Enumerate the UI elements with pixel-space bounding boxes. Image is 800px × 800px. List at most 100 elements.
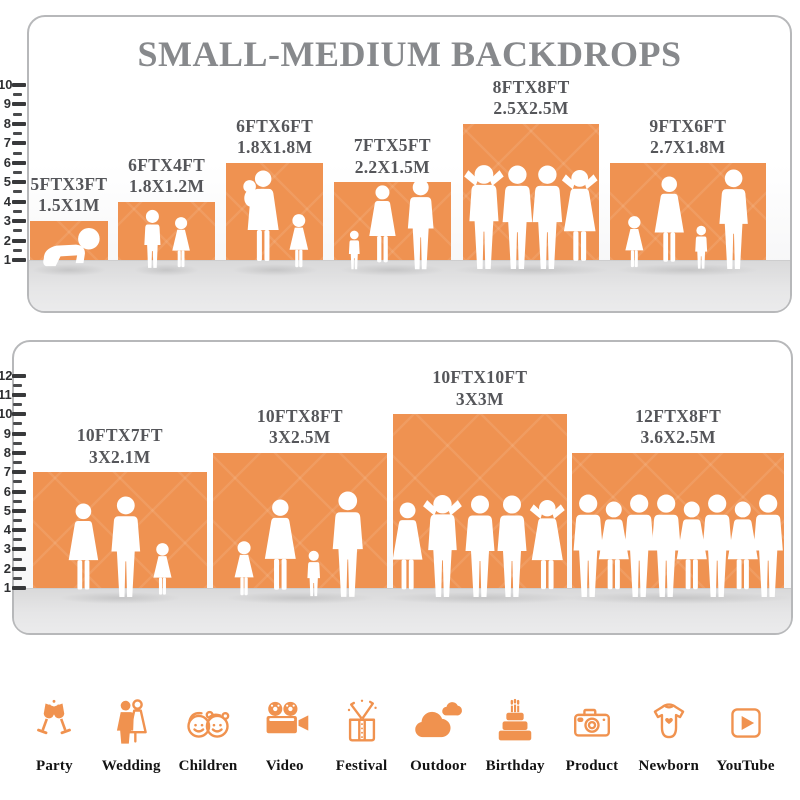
bar-size-label: 6FTX6FT 1.8X1.8M — [236, 115, 314, 158]
bars-container-bottom: 10FTX7FT 3X2.1M 10FTX8FT 3X2.5M 10FTX10FT 3X3… — [14, 342, 795, 633]
ruler-number: 2 — [3, 560, 11, 576]
bar-size-label: 7FTX5FT 2.2X1.5M — [353, 135, 431, 177]
ruler-tick — [12, 121, 26, 126]
category-label: Festival — [335, 758, 388, 774]
category-label: Birthday — [485, 758, 545, 774]
girl-silhouette — [286, 213, 312, 271]
ruler-number: 11 — [0, 387, 12, 402]
man-silhouette — [748, 494, 788, 599]
woman-silhouette — [261, 499, 300, 599]
category-product: Product — [554, 697, 631, 775]
woman-silhouette — [366, 185, 399, 271]
figures-shadow — [562, 592, 795, 604]
category-label: Newborn — [638, 758, 700, 774]
wedding-icon — [105, 697, 157, 749]
bar-size-label: 6FTX4FT 1.8X1.2M — [128, 154, 206, 196]
ruler-tick — [12, 160, 26, 165]
ruler-tick — [12, 141, 26, 146]
ruler-minor-tick — [13, 229, 22, 233]
ruler-minor-tick — [13, 112, 22, 116]
ruler-minor-tick — [13, 132, 22, 136]
ruler-number: 1 — [3, 580, 11, 595]
baby-silhouette — [38, 226, 101, 271]
category-wedding: Wedding — [93, 697, 170, 775]
woman-baby-silhouette — [238, 170, 283, 271]
man-silhouette — [403, 179, 438, 271]
child-silhouette — [304, 550, 323, 599]
ruler-number: 10 — [0, 406, 13, 422]
panel-small-medium: SMALL-MEDIUM BACKDROPS 5FTX3FT 1.5X1M 6FTX… — [27, 15, 792, 313]
figures-shadow — [231, 264, 318, 276]
bar-size-label: 12FTX8FT 3.6X2.5M — [635, 405, 722, 448]
figures-shadow — [383, 592, 577, 604]
figures-shadow — [31, 264, 107, 276]
category-label: YouTube — [716, 758, 775, 774]
ruler-tick — [12, 219, 26, 224]
ruler-tick — [12, 238, 26, 243]
ruler-number: 3 — [3, 541, 11, 557]
ruler-number: 6 — [3, 483, 11, 499]
category-video: Video — [246, 697, 323, 775]
ruler-number: 10 — [0, 76, 13, 92]
ruler-number: 1 — [3, 252, 11, 267]
category-label: Video — [265, 758, 304, 774]
ruler-tick — [12, 82, 26, 87]
category-label: Outdoor — [410, 758, 467, 774]
figures-shadow — [616, 264, 760, 276]
page-title: SMALL-MEDIUM BACKDROPS — [137, 34, 682, 74]
ruler-number: 12 — [0, 367, 13, 383]
panel-floor — [29, 260, 790, 311]
woman-silhouette — [65, 503, 102, 599]
video-icon — [259, 697, 311, 749]
ruler-number: 9 — [3, 96, 11, 112]
figures-shadow — [453, 264, 610, 276]
ruler-minor-tick — [13, 93, 22, 97]
man-silhouette — [327, 491, 369, 599]
newborn-icon — [643, 697, 695, 749]
bar-size-label: 8FTX8FT 2.5X2.5M — [492, 76, 570, 119]
bar-size-label: 10FTX10FT 3X3M — [432, 367, 528, 409]
category-label: Children — [178, 758, 238, 774]
figures-shadow — [59, 592, 181, 604]
category-icons-row: Party Wedding Children — [16, 655, 784, 775]
category-party: Party — [16, 697, 93, 775]
category-youtube: YouTube — [707, 697, 784, 775]
ruler-number: 8 — [3, 115, 11, 131]
category-birthday: Birthday — [477, 697, 554, 775]
ruler-number: 4 — [3, 522, 11, 538]
festival-icon — [336, 697, 388, 749]
bar-size-label: 10FTX8FT 3X2.5M — [256, 405, 343, 448]
category-label: Product — [565, 758, 619, 774]
panel-medium-large: 10FTX7FT 3X2.1M 10FTX8FT 3X2.5M 10FTX10FT 3X3… — [12, 340, 795, 635]
ruler-number: 2 — [3, 232, 11, 248]
man-silhouette — [714, 169, 753, 271]
product-icon — [566, 697, 618, 749]
ruler-tick — [12, 258, 26, 262]
man-silhouette — [106, 496, 146, 599]
category-festival: Festival — [323, 697, 400, 775]
woman-silhouette — [651, 176, 687, 271]
ruler-minor-tick — [13, 151, 22, 155]
girl-silhouette — [231, 540, 257, 599]
category-label: Party — [35, 758, 73, 774]
category-newborn: Newborn — [630, 697, 707, 775]
outdoor-icon — [412, 697, 464, 749]
bar-size-label: 9FTX6FT 2.7X1.8M — [649, 115, 727, 158]
girl-silhouette — [150, 542, 175, 599]
ruler-number: 5 — [3, 502, 11, 518]
bar-size-label: 10FTX7FT 3X2.1M — [76, 425, 163, 467]
birthday-icon — [489, 697, 541, 749]
child-silhouette — [692, 225, 710, 271]
category-label: Wedding — [101, 758, 161, 774]
ruler-minor-tick — [13, 248, 22, 252]
backdrop-bar — [118, 201, 216, 260]
bars-container-top: 5FTX3FT 1.5X1M 6FTX4FT 1.8X1.2M 6FTX6FT 1.8X1… — [29, 17, 790, 311]
category-children: Children — [170, 697, 247, 775]
children-icon — [182, 697, 234, 749]
girl-silhouette — [169, 216, 193, 271]
ruler-number: 7 — [3, 135, 11, 151]
girl-silhouette — [622, 215, 647, 271]
ruler-number: 6 — [3, 154, 11, 170]
party-icon — [28, 697, 80, 749]
